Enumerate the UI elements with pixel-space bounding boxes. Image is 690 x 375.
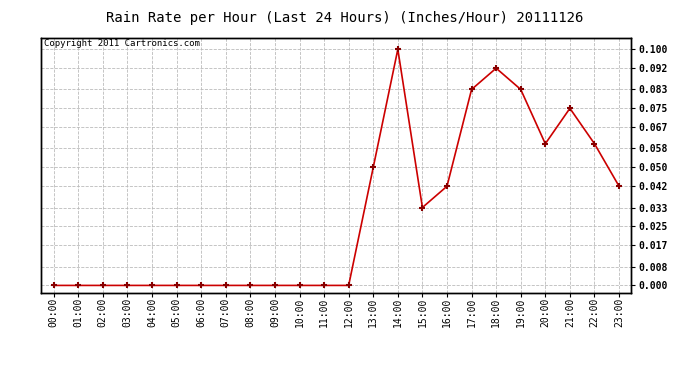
Text: Rain Rate per Hour (Last 24 Hours) (Inches/Hour) 20111126: Rain Rate per Hour (Last 24 Hours) (Inch… <box>106 11 584 25</box>
Text: Copyright 2011 Cartronics.com: Copyright 2011 Cartronics.com <box>44 39 200 48</box>
